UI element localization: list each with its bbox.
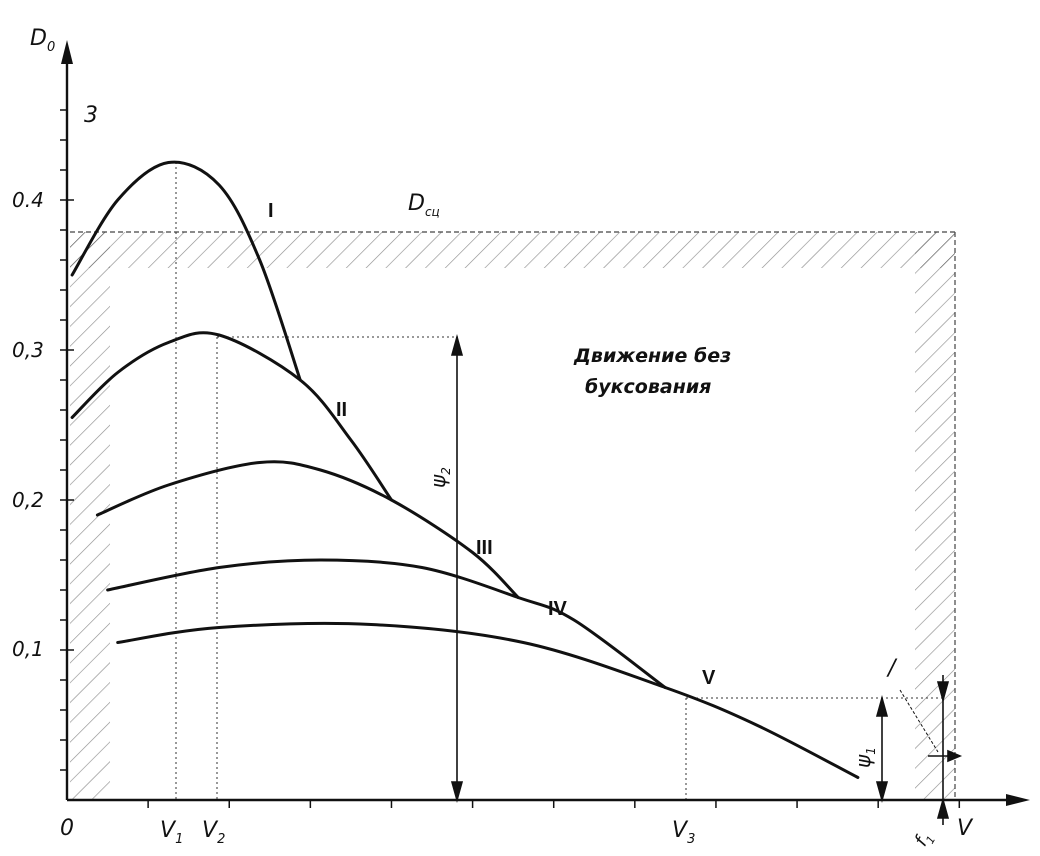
x-axis-arrow [1006,794,1030,806]
y-axis-arrow [61,40,73,64]
psi1-label: ψ1 [851,747,878,768]
y-axis-label: D0 [30,26,55,55]
y-tick-label-01: 0,1 [12,637,44,661]
y-tick-label-03: 0,3 [12,338,44,362]
f1-label: f1 [911,828,938,852]
curve-I [70,160,302,382]
adhesion-limit-label: Dсц [408,191,440,219]
pointer-mark: / [886,656,898,681]
curve-label-III: III [476,537,493,559]
psi1-label-sub: 1 [864,747,878,755]
y-tick-label-04: 0.4 [12,188,44,212]
curve-label-I: I [268,200,274,222]
curve-III [95,460,520,599]
hatched-zones [70,231,956,800]
y-axis-label-sub: 0 [47,40,55,55]
psi2-arrow-down [450,781,464,803]
origin-label: 0 [60,816,74,841]
curve-V [116,621,860,779]
psi2-label: ψ2 [426,467,453,488]
psi2-label-sub: 2 [439,467,453,475]
x-axis-label: V [957,816,974,841]
y-minor-ticks [60,109,74,771]
curves [70,160,860,779]
region-label-line1: Движение без [573,345,731,367]
pointer-curve [899,689,939,753]
x-tick-label-v3-sub: 3 [687,832,695,847]
x-tick-label-v2: V2 [202,818,225,847]
hatch-right [915,232,955,800]
corner-number: 3 [84,103,98,128]
x-tick-label-v2-sub: 2 [217,832,225,847]
hatch-left [70,232,110,800]
curve-label-V: V [702,667,716,689]
region-label-line2: буксования [585,376,711,398]
x-minor-ticks [147,800,961,808]
f1-arrow [947,749,963,763]
psi1-arrow-up [875,695,889,717]
y-tick-label-02: 0,2 [12,488,44,512]
x-tick-label-v3: V3 [672,818,695,847]
psi1-arrow-down [875,781,889,803]
right-arrow-up [936,797,950,819]
dimension-arrows [450,334,963,825]
axes [61,40,1030,806]
psi2-arrow-up [450,334,464,356]
curve-II [70,331,393,502]
x-tick-label-v1-sub: 1 [175,832,183,847]
hatch-top [70,232,955,268]
curve-IV [106,558,667,689]
x-tick-label-v1: V1 [160,818,183,847]
adhesion-limit-label-sub: сц [425,205,440,219]
right-arrow-down [936,681,950,703]
curve-label-II: II [336,399,347,421]
